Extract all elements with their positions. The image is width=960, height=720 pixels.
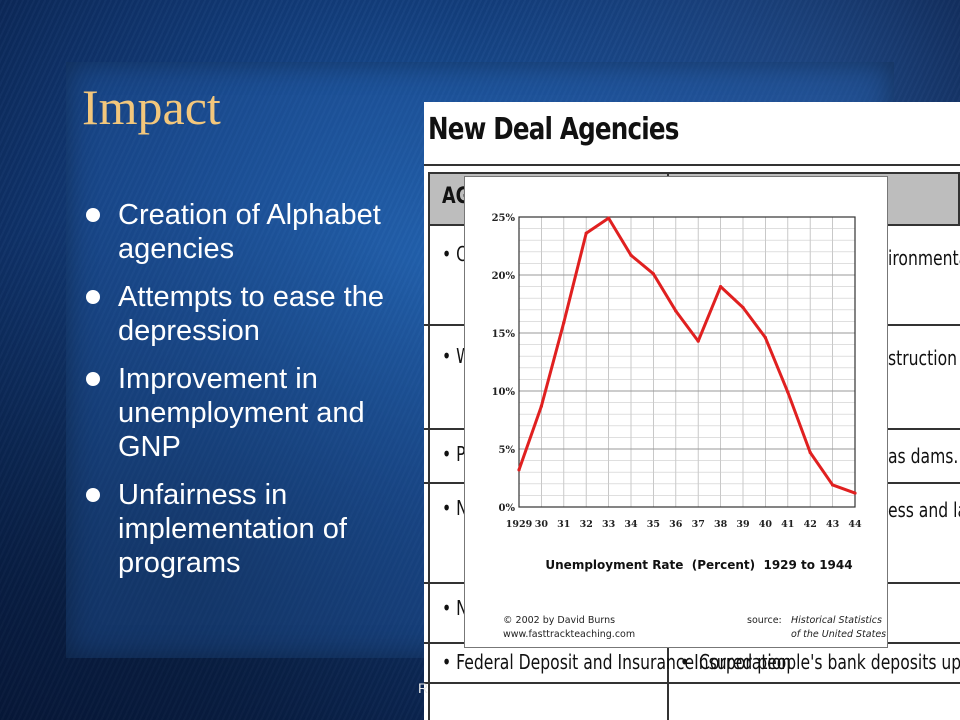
- data-point: [539, 404, 543, 408]
- data-point: [696, 339, 700, 343]
- series-line: [517, 216, 856, 495]
- bullet-item: Unfairness in implementation of programs: [84, 478, 414, 580]
- bullet-item: Attempts to ease the depression: [84, 280, 414, 348]
- data-point: [651, 272, 655, 276]
- bullet-icon: [86, 208, 100, 222]
- x-tick-label: 43: [826, 519, 839, 530]
- data-point: [853, 491, 857, 495]
- y-tick-label: 20%: [492, 271, 516, 282]
- slide-title: Impact: [82, 79, 221, 135]
- data-point: [786, 390, 790, 394]
- table-cell: • Federal Deposit and Insurance Corporat…: [442, 650, 792, 674]
- x-tick-label: 40: [759, 519, 773, 530]
- x-tick-label: 38: [714, 519, 728, 530]
- bullet-item: Improvement in unemployment and GNP: [84, 362, 414, 464]
- data-point: [763, 336, 767, 340]
- chart-credit-line: © 2002 by David Burns: [503, 615, 616, 626]
- x-tick-label: 42: [804, 519, 817, 530]
- y-tick-label: 10%: [492, 387, 516, 398]
- data-point: [629, 253, 633, 257]
- bullet-item: Creation of Alphabet agencies: [84, 198, 414, 266]
- table-cell: ironmental: [888, 246, 960, 270]
- x-tick-label: 31: [557, 519, 570, 530]
- x-tick-label: 44: [848, 519, 862, 530]
- bullet-icon: [86, 290, 100, 304]
- table-cell: as dams.: [888, 444, 959, 468]
- table-cell: struction and: [888, 346, 960, 370]
- x-tick-label: 33: [602, 519, 615, 530]
- unemployment-chart: 0% 5% 10% 15% 20% 25% 1929 30 31 32 33 34 35 36 37 38 39…: [464, 176, 888, 648]
- bullet-text: Improvement in unemployment and GNP: [118, 363, 365, 463]
- x-tick-label: 32: [580, 519, 593, 530]
- chart-source-text: Historical Statistics: [791, 615, 882, 626]
- x-tick-label: 36: [669, 519, 683, 530]
- bullet-icon: [86, 372, 100, 386]
- bullet-list: Creation of Alphabet agencies Attempts t…: [84, 198, 414, 594]
- bullet-text: Creation of Alphabet agencies: [118, 199, 381, 265]
- footer-text: R: [418, 680, 429, 696]
- x-tick-label: 30: [535, 519, 549, 530]
- data-point: [517, 468, 521, 472]
- table-border: [428, 172, 430, 720]
- chart-svg: 0% 5% 10% 15% 20% 25% 1929 30 31 32 33 34 35 36 37 38 39…: [492, 213, 862, 572]
- data-point: [607, 216, 611, 220]
- table-rule: [424, 164, 960, 166]
- data-point: [831, 483, 835, 487]
- y-tick-label: 5%: [499, 445, 516, 456]
- x-tick-label: 41: [781, 519, 794, 530]
- table-rule: [424, 682, 960, 684]
- x-tick-label: 1929: [506, 519, 533, 530]
- data-point: [584, 231, 588, 235]
- plot-frame: [518, 216, 856, 508]
- data-point: [719, 285, 723, 289]
- bullet-text: Attempts to ease the depression: [118, 281, 384, 347]
- chart-credit-line: www.fasttrackteaching.com: [503, 629, 636, 640]
- data-point: [741, 305, 745, 310]
- y-tick-label: 0%: [499, 503, 516, 514]
- chart-source-text: of the United States: [791, 629, 887, 640]
- table-cell: • Insured people's bank deposits up to $…: [680, 650, 960, 674]
- bullet-icon: [86, 488, 100, 502]
- agencies-heading: New Deal Agencies: [428, 112, 679, 147]
- table-cell: ess and labor: [888, 498, 960, 522]
- chart-title: Unemployment Rate (Percent) 1929 to 1944: [545, 558, 852, 572]
- chart-source-label: source:: [747, 615, 782, 626]
- y-tick-label: 15%: [492, 329, 516, 340]
- y-tick-label: 25%: [492, 213, 516, 224]
- data-point: [674, 309, 678, 313]
- x-tick-label: 37: [692, 519, 705, 530]
- data-point: [562, 320, 566, 325]
- x-tick-label: 35: [647, 519, 660, 530]
- x-tick-label: 34: [624, 519, 638, 530]
- bullet-text: Unfairness in implementation of programs: [118, 479, 347, 579]
- x-tick-label: 39: [736, 519, 750, 530]
- data-point: [808, 450, 812, 455]
